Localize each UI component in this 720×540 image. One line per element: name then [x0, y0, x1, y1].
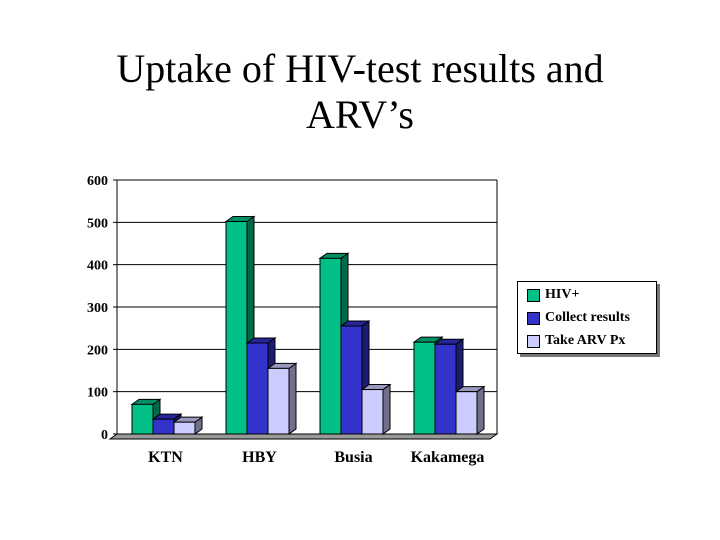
bar-hby-hiv [225, 220, 248, 435]
bar-busia-collect-results [340, 325, 363, 435]
bar-hby-take-arv-px-side [288, 362, 297, 435]
bar-kakamega-take-arv-px-side [476, 385, 485, 435]
bar-hby-collect-results [246, 342, 269, 435]
legend-item-take-arv: Take ARV Px [527, 332, 625, 350]
x-tick-label-hby: HBY [242, 449, 277, 466]
y-tick-label-200: 200 [87, 343, 108, 358]
legend-item-collect-results: Collect results [527, 309, 630, 327]
bar-kakamega-collect-results [434, 343, 457, 435]
title-line-1: Uptake of HIV-test results and [116, 46, 604, 91]
legend-swatch-collect-results [527, 311, 540, 325]
bar-ktn-collect-results [152, 418, 175, 435]
x-tick-label-busia: Busia [334, 449, 372, 466]
y-tick-label-600: 600 [87, 174, 108, 189]
y-tick-label-100: 100 [87, 386, 108, 401]
legend-label-collect-results: Collect results [545, 310, 630, 325]
chart-floor [108, 433, 499, 440]
bar-busia-take-arv-px [361, 389, 384, 435]
y-tick-label-500: 500 [87, 216, 108, 231]
title-line-2: ARV’s [306, 92, 414, 137]
y-tick-label-0: 0 [101, 428, 108, 443]
bar-ktn-take-arv-px [173, 421, 196, 435]
bar-kakamega-take-arv-px [455, 391, 478, 435]
y-tick-label-300: 300 [87, 301, 108, 316]
bar-hby-take-arv-px [267, 367, 290, 435]
slide-title: Uptake of HIV-test results and ARV’s [0, 46, 720, 138]
x-tick-label-ktn: KTN [148, 449, 183, 466]
bar-busia-take-arv-px-side [382, 383, 391, 435]
legend-swatch-hiv-positive [527, 288, 540, 302]
y-tick-label-400: 400 [87, 259, 108, 274]
legend-label-take-arv: Take ARV Px [545, 333, 626, 348]
bar-kakamega-hiv [413, 341, 436, 435]
x-tick-label-kakamega: Kakamega [411, 449, 485, 466]
legend-item-hiv-positive: HIV+ [527, 286, 579, 304]
legend-label-hiv-positive: HIV+ [545, 287, 580, 302]
bar-ktn-hiv [131, 403, 154, 435]
chart-legend: HIV+ Collect results Take ARV Px [517, 281, 657, 354]
legend-swatch-take-arv [527, 334, 540, 348]
bar-busia-hiv [319, 257, 342, 435]
